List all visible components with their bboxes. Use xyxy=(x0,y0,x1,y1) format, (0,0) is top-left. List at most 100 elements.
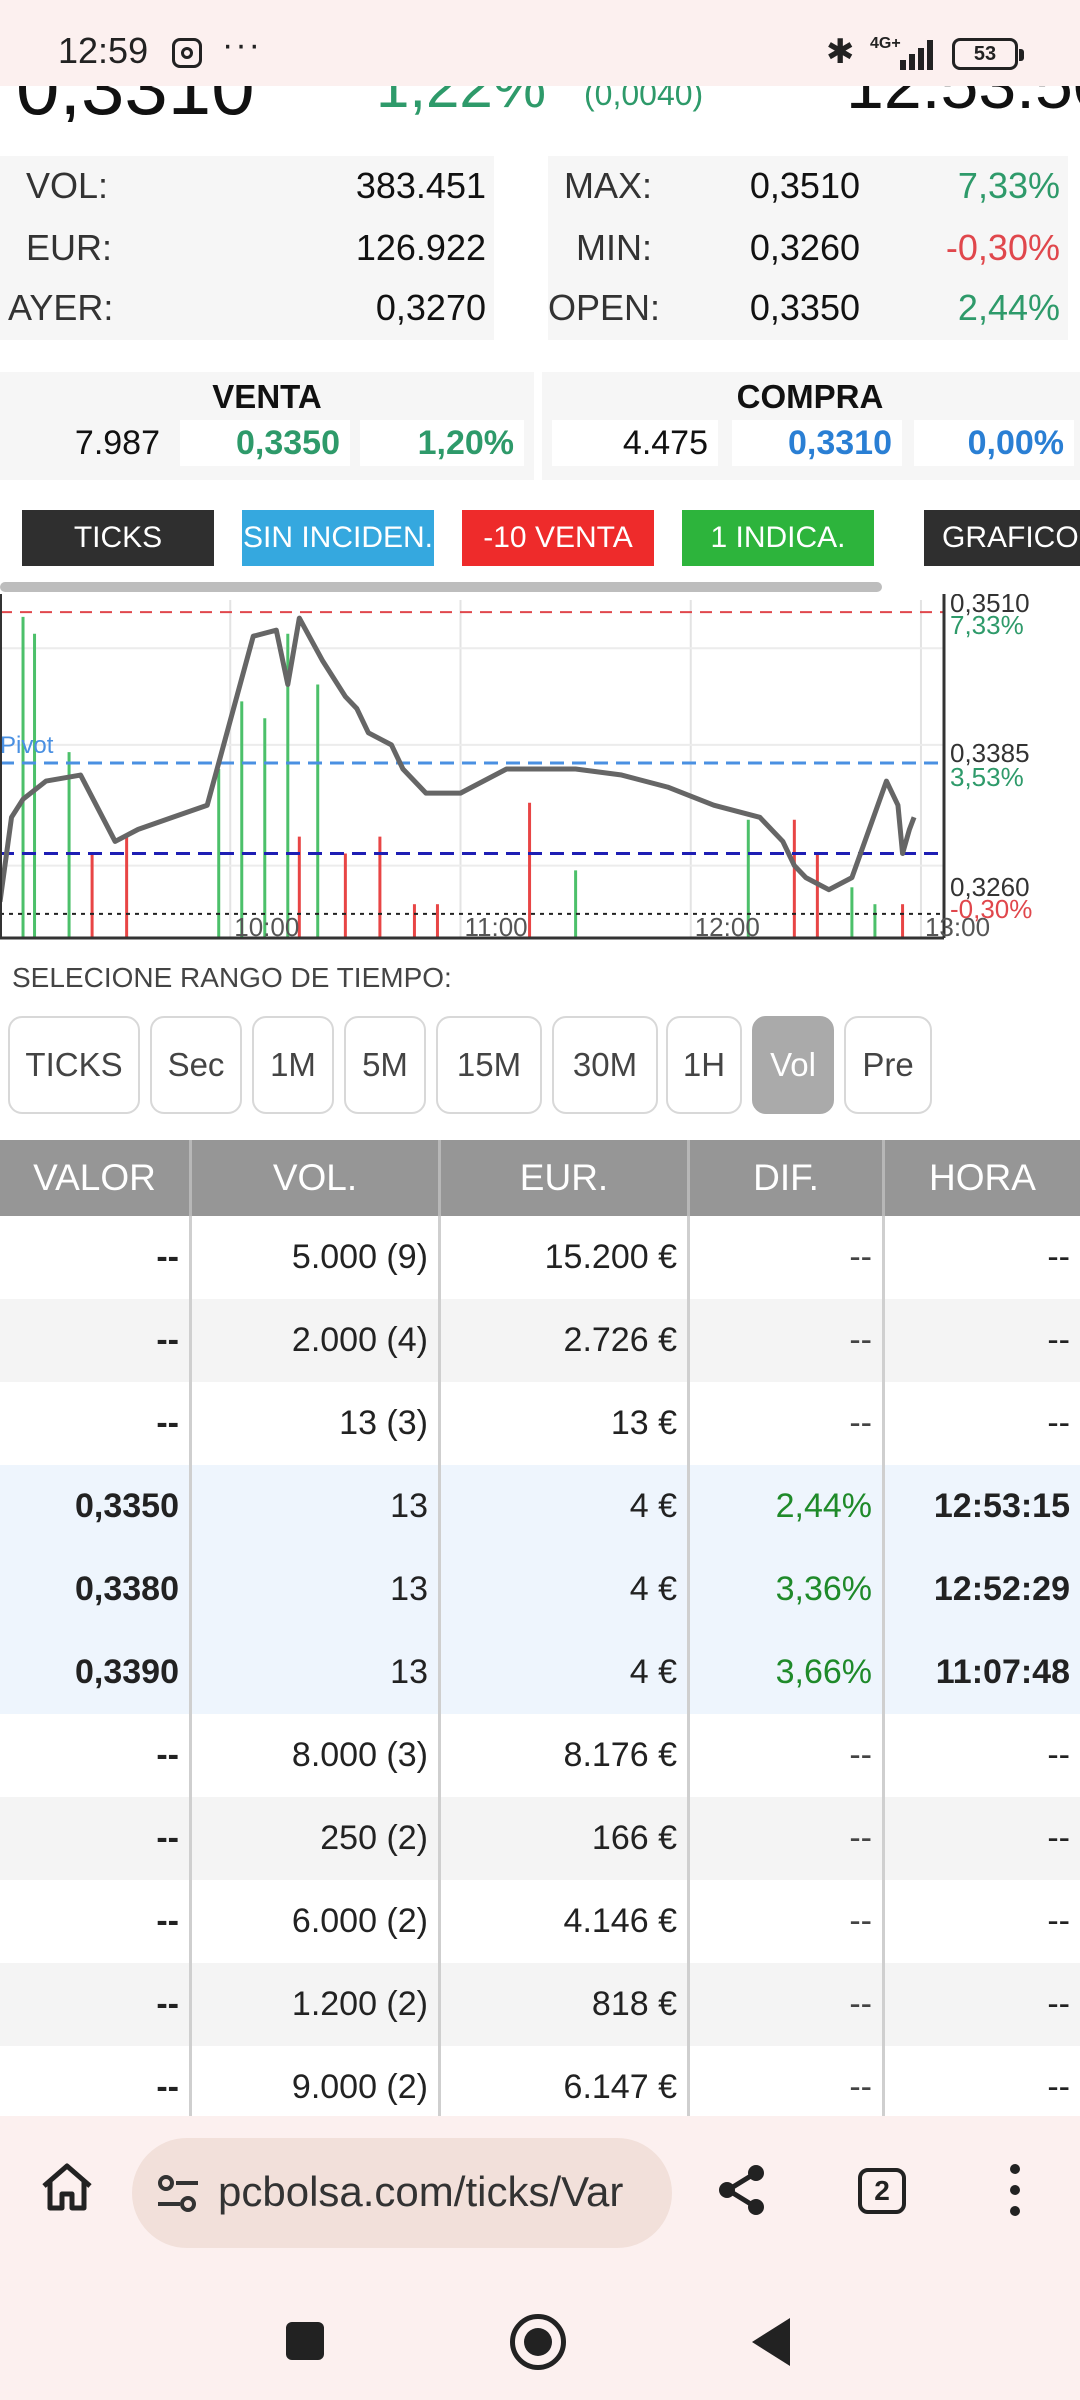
cell-dif: 3,66% xyxy=(690,1631,885,1714)
back-icon[interactable] xyxy=(752,2318,790,2366)
col-dif: DIF. xyxy=(690,1140,885,1216)
table-row: -- 8.000 (3) 8.176 € -- -- xyxy=(0,1714,1080,1797)
level-pct-label: 3,53% xyxy=(950,762,1024,792)
indicator-scrollbar[interactable] xyxy=(0,582,882,592)
ticks-indicator-button[interactable]: TICKS xyxy=(22,510,214,566)
cell-hora: -- xyxy=(1047,1404,1070,1442)
compra-qty: 4.475 xyxy=(552,420,718,466)
price-chart[interactable]: 10:00 11:00 12:00 13:00 Pivot 0,3510 7,33% 0,33… xyxy=(0,594,1080,940)
cell-eur: 6.147 € xyxy=(441,2046,690,2116)
venta-panel: VENTA 7.987 0,3350 1,20% xyxy=(0,372,534,480)
home-icon[interactable] xyxy=(40,2162,94,2212)
indica-button[interactable]: 1 INDICA. xyxy=(682,510,874,566)
compra-title: COMPRA xyxy=(736,378,884,415)
cell-dif: -- xyxy=(690,1797,885,1880)
system-nav-bar xyxy=(0,2286,1080,2400)
cell-vol: 9.000 (2) xyxy=(192,2046,441,2116)
price-header: 0,3310 1,22% (0,0040) 12:53:50 xyxy=(0,86,1080,122)
cell-vol: 13 xyxy=(192,1465,441,1548)
table-row: 0,3380 13 4 €3,36% 12:52:29 xyxy=(0,1548,1080,1631)
cell-dif: -- xyxy=(690,1216,885,1299)
cell-eur: 13 € xyxy=(441,1382,690,1465)
cell-eur: 8.176 € xyxy=(441,1714,690,1797)
cell-eur: 4.146 € xyxy=(441,1880,690,1963)
stat-min: MIN: 0,3260 -0,30% xyxy=(576,227,1060,268)
cell-dif: -- xyxy=(690,1963,885,2046)
cell-vol: 8.000 (3) xyxy=(192,1714,441,1797)
network-type: 4G+ xyxy=(870,35,901,52)
cell-valor: -- xyxy=(0,1216,192,1299)
range-30m-button[interactable]: 30M xyxy=(552,1016,658,1114)
stats-right-panel: MAX: 0,3510 7,33% MIN: 0,3260 -0,30% OPE… xyxy=(548,156,1068,340)
cell-vol: 2.000 (4) xyxy=(192,1299,441,1382)
cell-eur: 15.200 € xyxy=(441,1216,690,1299)
cell-vol: 5.000 (9) xyxy=(192,1216,441,1299)
cell-eur: 4 € xyxy=(441,1548,690,1631)
cell-eur: 2.726 € xyxy=(441,1299,690,1382)
compra-panel: COMPRA 4.475 0,3310 0,00% xyxy=(542,372,1080,480)
cell-hora: -- xyxy=(1047,1985,1070,2023)
compra-price: 0,3310 xyxy=(732,420,902,466)
cell-vol: 13 (3) xyxy=(192,1382,441,1465)
battery-icon: 53 xyxy=(952,38,1024,70)
nav-home-icon[interactable] xyxy=(510,2314,566,2370)
level-pct-label: -0,30% xyxy=(950,894,1032,924)
sin-incidencias-button[interactable]: SIN INCIDEN. xyxy=(242,510,434,566)
venta-qty: 7.987 xyxy=(74,424,160,462)
signal-icon xyxy=(900,38,940,70)
cell-valor: -- xyxy=(0,1714,192,1797)
grafico-button[interactable]: GRAFICO I xyxy=(924,510,1080,566)
last-time: 12:53:50 xyxy=(846,86,1080,122)
cell-dif: -- xyxy=(690,1880,885,1963)
site-settings-icon[interactable] xyxy=(156,2174,200,2214)
range-sec-button[interactable]: Sec xyxy=(150,1016,242,1114)
x-tick-label: 13:00 xyxy=(925,912,990,940)
stat-open: OPEN: 0,3350 2,44% xyxy=(548,287,1060,328)
instagram-icon xyxy=(172,38,202,68)
share-icon[interactable] xyxy=(714,2162,770,2218)
level-value-label: 0,3385 xyxy=(950,738,1030,768)
range-15m-button[interactable]: 15M xyxy=(436,1016,542,1114)
recents-icon[interactable] xyxy=(286,2322,324,2360)
cell-vol: 13 xyxy=(192,1548,441,1631)
cell-vol: 250 (2) xyxy=(192,1797,441,1880)
browser-toolbar: pcbolsa.com/ticks/Var 2 xyxy=(0,2116,1080,2286)
venta-price: 0,3350 xyxy=(180,420,350,466)
cell-hora: 11:07:48 xyxy=(935,1653,1070,1691)
range-vol-button[interactable]: Vol xyxy=(752,1016,834,1114)
change-value: (0,0040) xyxy=(584,86,704,112)
x-tick-label: 10:00 xyxy=(234,912,299,940)
range-1h-button[interactable]: 1H xyxy=(666,1016,742,1114)
range-pre-button[interactable]: Pre xyxy=(844,1016,932,1114)
url-text: pcbolsa.com/ticks/Var xyxy=(218,2168,624,2215)
more-notifications-icon: ··· xyxy=(222,26,262,64)
stat-max: MAX: 0,3510 7,33% xyxy=(564,165,1060,206)
cell-dif: -- xyxy=(690,1382,885,1465)
range-1m-button[interactable]: 1M xyxy=(252,1016,334,1114)
x-tick-label: 11:00 xyxy=(464,912,527,940)
venta-indicator-button[interactable]: -10 VENTA xyxy=(462,510,654,566)
cell-hora: 12:53:15 xyxy=(933,1487,1070,1525)
range-ticks-button[interactable]: TICKS xyxy=(8,1016,140,1114)
cell-hora: -- xyxy=(1047,1736,1070,1774)
cell-dif: -- xyxy=(690,2046,885,2116)
cell-valor: -- xyxy=(0,1382,192,1465)
overflow-menu-icon[interactable] xyxy=(1000,2160,1030,2220)
cell-dif: -- xyxy=(690,1299,885,1382)
price-line xyxy=(0,615,917,903)
level-pct-label: 7,33% xyxy=(950,610,1024,640)
table-row: -- 2.000 (4) 2.726 € -- -- xyxy=(0,1299,1080,1382)
cell-valor: 0,3380 xyxy=(0,1548,192,1631)
cell-hora: -- xyxy=(1047,2068,1070,2106)
cell-valor: 0,3390 xyxy=(0,1631,192,1714)
last-price: 0,3310 xyxy=(16,86,255,122)
tab-switcher-icon[interactable]: 2 xyxy=(858,2168,906,2214)
range-5m-button[interactable]: 5M xyxy=(344,1016,426,1114)
col-vol: VOL. xyxy=(192,1140,441,1216)
status-bar: 12:59 ··· ✱ 4G+ 53 xyxy=(0,0,1080,86)
cell-eur: 818 € xyxy=(441,1963,690,2046)
cell-valor: 0,3350 xyxy=(0,1465,192,1548)
url-bar[interactable]: pcbolsa.com/ticks/Var xyxy=(132,2138,672,2248)
cell-eur: 4 € xyxy=(441,1465,690,1548)
